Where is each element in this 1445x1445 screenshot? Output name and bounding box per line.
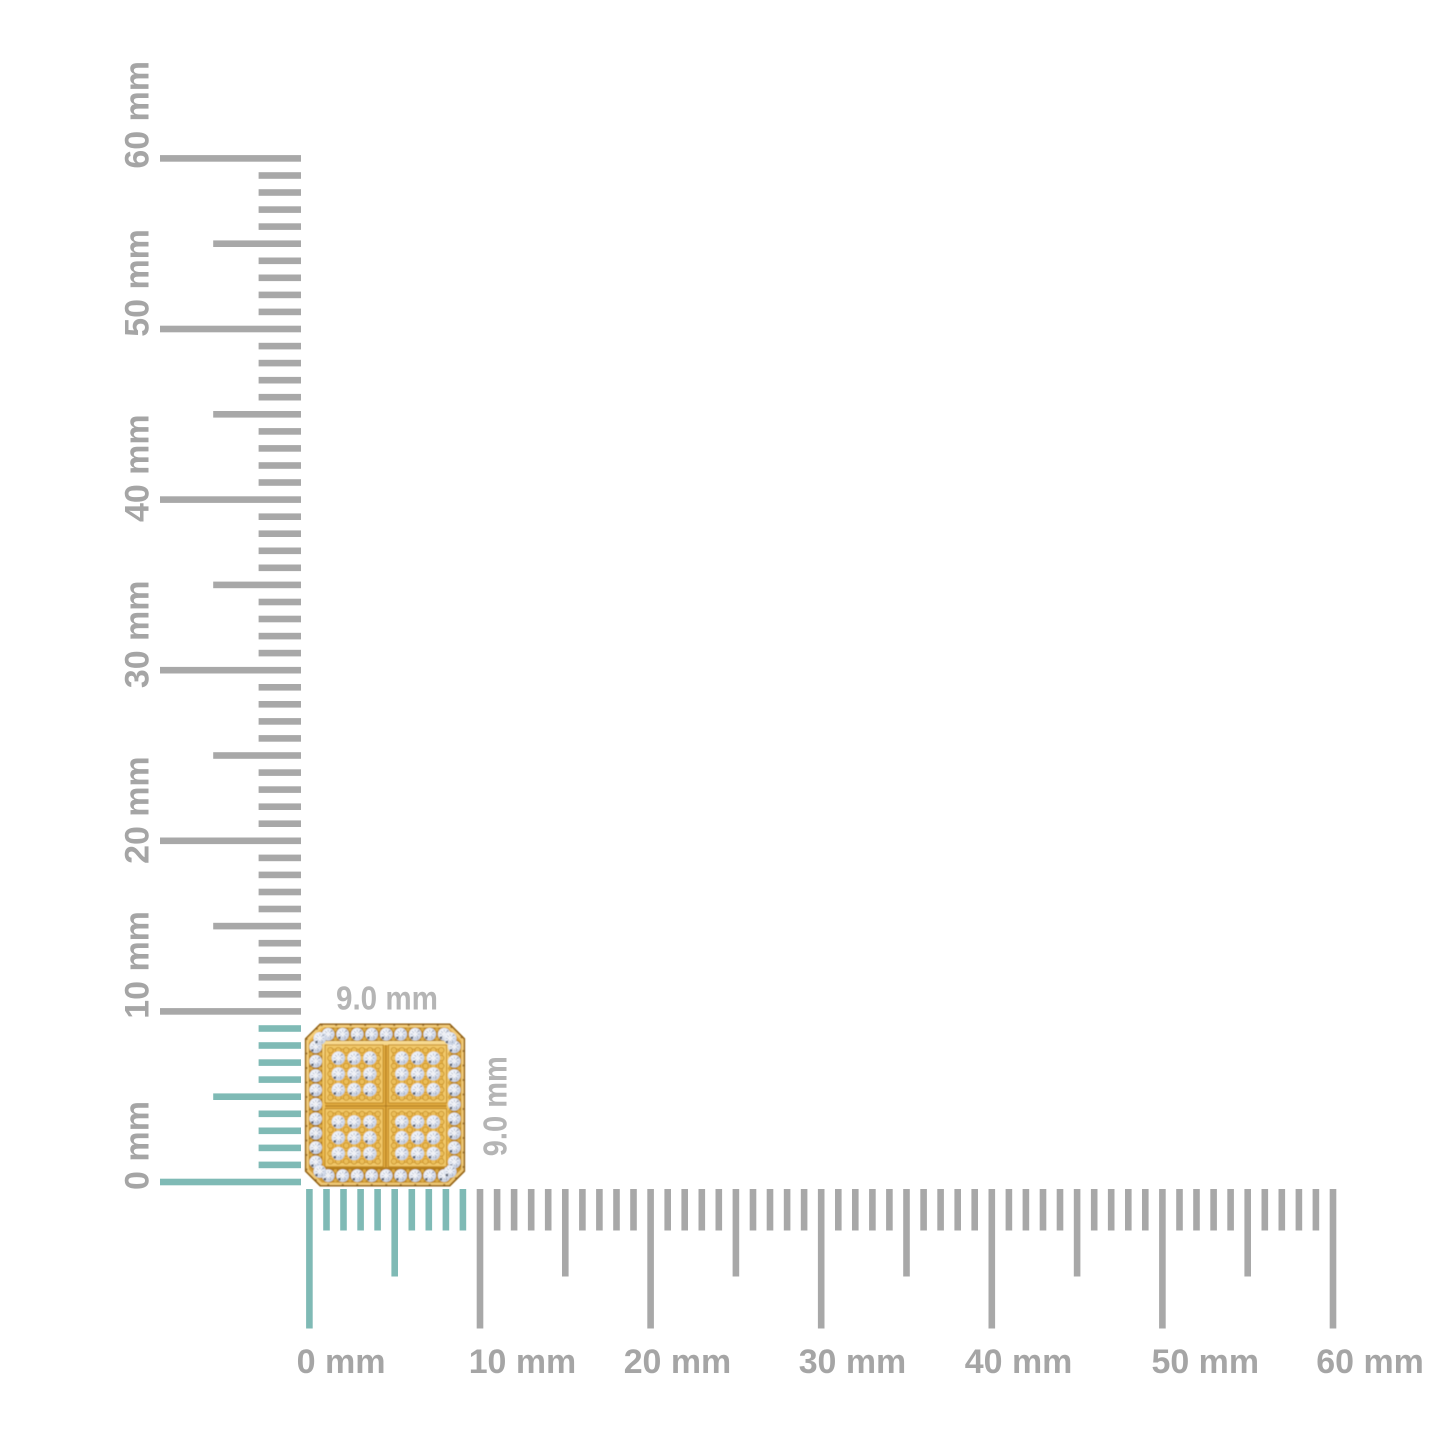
- svg-text:10 mm: 10 mm: [469, 1343, 577, 1381]
- svg-text:50 mm: 50 mm: [118, 229, 156, 337]
- svg-text:50 mm: 50 mm: [1152, 1343, 1260, 1381]
- svg-text:0 mm: 0 mm: [297, 1343, 386, 1381]
- svg-text:60 mm: 60 mm: [118, 61, 156, 169]
- svg-text:9.0 mm: 9.0 mm: [477, 1056, 514, 1156]
- svg-text:30 mm: 30 mm: [799, 1343, 907, 1381]
- svg-text:20 mm: 20 mm: [624, 1343, 732, 1381]
- svg-text:20 mm: 20 mm: [118, 756, 156, 864]
- svg-text:30 mm: 30 mm: [118, 581, 156, 689]
- svg-text:60 mm: 60 mm: [1316, 1343, 1424, 1381]
- svg-text:9.0 mm: 9.0 mm: [336, 980, 438, 1017]
- svg-text:10 mm: 10 mm: [118, 911, 156, 1019]
- svg-text:0 mm: 0 mm: [118, 1101, 156, 1190]
- svg-text:40 mm: 40 mm: [965, 1343, 1073, 1381]
- svg-text:40 mm: 40 mm: [118, 415, 156, 523]
